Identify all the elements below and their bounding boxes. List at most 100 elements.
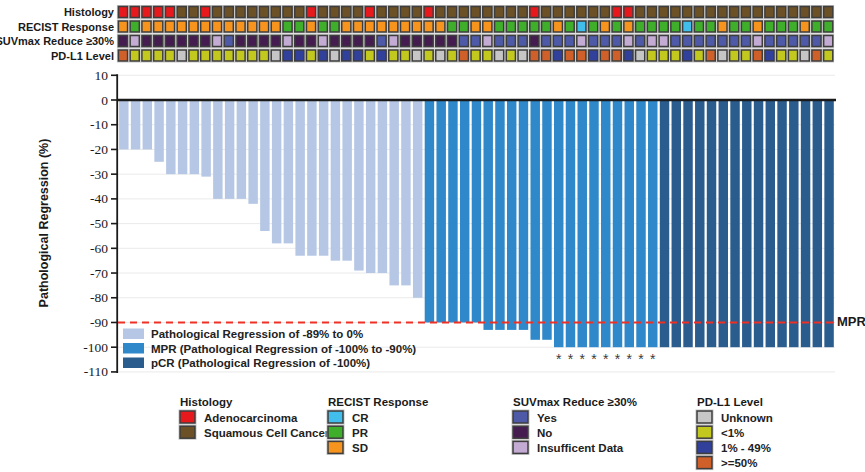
track-cell-pdl1 [448, 50, 457, 61]
track-cell-pdl1 [224, 50, 233, 61]
track-cell-suvmax [577, 36, 586, 47]
track-cell-pdl1 [788, 50, 797, 61]
track-cell-recist [624, 21, 633, 32]
waterfall-bar [554, 100, 563, 347]
waterfall-bar [672, 100, 681, 347]
waterfall-bar [237, 100, 246, 199]
track-cell-pdl1 [212, 50, 221, 61]
track-cell-pdl1 [248, 50, 257, 61]
track-cell-pdl1 [353, 50, 362, 61]
track-cell-pdl1 [542, 50, 551, 61]
waterfall-bar [178, 100, 187, 174]
track-cell-suvmax [459, 36, 468, 47]
waterfall-bar [519, 100, 528, 330]
waterfall-bar [319, 100, 328, 256]
track-cell-suvmax [706, 36, 715, 47]
track-cell-histology [212, 7, 221, 18]
track-cell-recist [577, 21, 586, 32]
track-cell-histology [530, 7, 539, 18]
track-cell-suvmax [730, 36, 739, 47]
y-tick-label: -60 [90, 241, 108, 256]
track-cell-pdl1 [412, 50, 421, 61]
asterisk-marker: * [568, 351, 574, 367]
waterfall-bar [730, 100, 739, 347]
waterfall-bar [613, 100, 622, 347]
asterisk-marker: * [591, 351, 597, 367]
track-cell-histology [577, 7, 586, 18]
track-cell-suvmax [624, 36, 633, 47]
track-cell-recist [812, 21, 821, 32]
track-label-suvmax: SUVmax Reduce ≥30% [0, 35, 114, 47]
waterfall-chart: HistologyRECIST ResponseSUVmax Reduce ≥3… [0, 0, 865, 472]
waterfall-bar [801, 100, 810, 347]
waterfall-bar [695, 100, 704, 347]
waterfall-bar [777, 100, 786, 347]
track-cell-histology [589, 7, 598, 18]
track-cell-recist [589, 21, 598, 32]
track-cell-histology [318, 7, 327, 18]
waterfall-bar [683, 100, 692, 347]
track-cell-suvmax [330, 36, 339, 47]
track-cell-suvmax [377, 36, 386, 47]
track-cell-histology [365, 7, 374, 18]
track-cell-pdl1 [612, 50, 621, 61]
track-cell-histology [636, 7, 645, 18]
track-cell-suvmax [800, 36, 809, 47]
track-cell-recist [565, 21, 574, 32]
track-cell-pdl1 [389, 50, 398, 61]
track-cell-histology [118, 7, 127, 18]
chart-legend-label: pCR (Pathological Regression of -100%) [151, 357, 370, 369]
waterfall-bar [331, 100, 340, 261]
y-tick-label: -70 [90, 266, 108, 281]
chart-legend-swatch [123, 343, 144, 354]
waterfall-bar [742, 100, 751, 347]
legend-swatch [513, 426, 528, 438]
asterisk-marker: * [638, 351, 644, 367]
legend-item-label: Yes [537, 412, 557, 424]
track-cell-pdl1 [365, 50, 374, 61]
waterfall-bar [813, 100, 822, 347]
track-cell-suvmax [342, 36, 351, 47]
y-tick-label: -10 [90, 117, 108, 132]
track-cell-recist [224, 21, 233, 32]
track-cell-histology [236, 7, 245, 18]
track-cell-recist [495, 21, 504, 32]
track-cell-histology [706, 7, 715, 18]
track-cell-recist [189, 21, 198, 32]
track-cell-histology [624, 7, 633, 18]
track-cell-pdl1 [565, 50, 574, 61]
legend-swatch [697, 411, 712, 423]
waterfall-bar [542, 100, 551, 340]
track-cell-pdl1 [271, 50, 280, 61]
track-cell-histology [224, 7, 233, 18]
legend-item-label: 1% - 49% [721, 442, 771, 454]
track-cell-recist [154, 21, 163, 32]
legend-group-title: PD-L1 Level [697, 396, 763, 408]
track-cell-recist [306, 21, 315, 32]
asterisk-marker: * [615, 351, 621, 367]
track-cell-pdl1 [201, 50, 210, 61]
legend-swatch [180, 411, 195, 423]
track-cell-histology [177, 7, 186, 18]
track-cell-histology [400, 7, 409, 18]
track-cell-recist [824, 21, 833, 32]
track-cell-pdl1 [142, 50, 151, 61]
chart-legend-label: Pathological Regression of -89% to 0% [151, 328, 363, 340]
track-cell-histology [553, 7, 562, 18]
y-tick-label: -110 [84, 364, 108, 379]
track-cell-histology [659, 7, 668, 18]
track-cell-histology [647, 7, 656, 18]
legend-swatch [328, 411, 343, 423]
waterfall-bar [225, 100, 234, 199]
track-cell-suvmax [471, 36, 480, 47]
track-cell-recist [353, 21, 362, 32]
track-cell-histology [448, 7, 457, 18]
track-cell-recist [671, 21, 680, 32]
track-cell-recist [389, 21, 398, 32]
track-cell-pdl1 [483, 50, 492, 61]
track-cell-suvmax [412, 36, 421, 47]
track-cell-recist [212, 21, 221, 32]
track-cell-histology [459, 7, 468, 18]
y-tick-label: -100 [83, 340, 108, 355]
waterfall-bar [131, 100, 140, 149]
